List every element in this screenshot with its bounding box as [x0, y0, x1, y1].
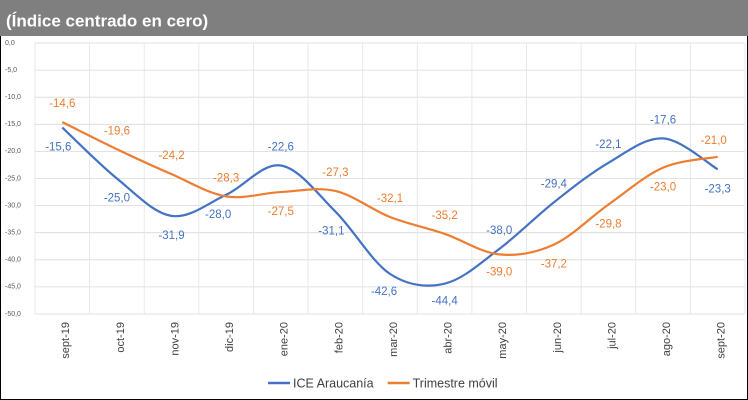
data-label: -19,6: [104, 125, 130, 137]
x-tick-label: jun-20: [552, 322, 564, 354]
data-label: -42,6: [371, 286, 397, 298]
x-tick-label: ene-20: [279, 322, 291, 356]
x-tick-label: oct-19: [115, 322, 127, 353]
x-tick-label: nov-19: [169, 322, 181, 356]
data-label: -35,2: [432, 210, 458, 222]
data-label: -29,8: [595, 219, 621, 231]
y-tick-label: -35,0: [5, 230, 21, 237]
x-tick-label: abr-20: [443, 322, 455, 354]
y-tick-label: 0,0: [5, 40, 15, 47]
data-label: -39,0: [486, 266, 512, 278]
data-label: -22,1: [595, 139, 621, 151]
data-label: -28,0: [205, 209, 231, 221]
y-tick-label: -15,0: [5, 121, 21, 128]
chart-subtitle: (Índice centrado en cero): [6, 11, 208, 30]
data-label: -29,4: [541, 178, 568, 190]
y-tick-label: -50,0: [5, 311, 21, 318]
x-tick-label: ago-20: [661, 322, 673, 356]
data-label: -27,5: [268, 206, 294, 218]
x-tick-label: may-20: [497, 322, 509, 359]
data-label: -38,0: [486, 225, 512, 237]
y-tick-label: -45,0: [5, 284, 21, 291]
y-tick-label: -10,0: [5, 94, 21, 101]
data-label: -17,6: [650, 114, 676, 126]
data-label: -25,0: [104, 193, 130, 205]
data-label: -24,2: [158, 150, 184, 162]
data-label: -21,0: [701, 135, 727, 147]
x-tick-label: jul-20: [606, 322, 618, 350]
data-label: -32,1: [377, 193, 403, 205]
x-tick-label: sept-19: [60, 322, 72, 359]
data-label: -22,6: [268, 142, 294, 154]
data-label: -23,0: [650, 182, 676, 194]
y-tick-label: -30,0: [5, 202, 21, 209]
data-label: -31,1: [318, 226, 344, 238]
y-tick-label: -5,0: [5, 67, 17, 74]
y-tick-label: -40,0: [5, 257, 21, 264]
x-tick-label: sept-20: [716, 322, 728, 359]
x-tick-label: feb-20: [333, 322, 345, 353]
y-tick-label: -25,0: [5, 175, 21, 182]
legend-label: ICE Araucanía: [293, 376, 374, 390]
y-tick-label: -20,0: [5, 148, 21, 155]
data-label: -27,3: [322, 167, 348, 179]
header-bar: [0, 0, 748, 36]
data-label: -44,4: [432, 296, 459, 308]
data-label: -28,3: [213, 172, 239, 184]
x-tick-label: mar-20: [388, 322, 400, 357]
data-label: -15,6: [45, 142, 71, 154]
series-line: [61, 121, 718, 256]
data-label: -31,9: [158, 230, 184, 242]
data-label: -14,6: [49, 98, 75, 110]
x-tick-label: dic-19: [224, 322, 236, 352]
series-line: [61, 126, 719, 287]
data-label: -37,2: [541, 259, 567, 271]
data-label: -23,3: [705, 183, 731, 195]
legend-label: Trimestre móvil: [413, 376, 498, 390]
